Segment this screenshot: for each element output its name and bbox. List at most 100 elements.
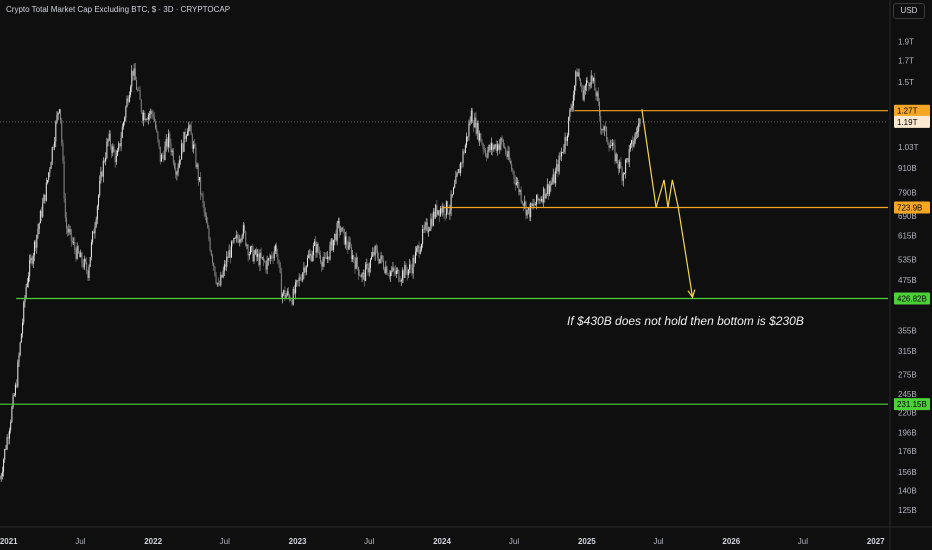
candle-body <box>270 255 272 259</box>
candle-body <box>634 133 636 142</box>
candle-body <box>457 169 459 174</box>
candle-body <box>166 138 168 148</box>
candle-body <box>263 257 265 261</box>
candle-body <box>257 253 259 257</box>
candle-body <box>443 206 445 215</box>
candle-body <box>339 220 341 232</box>
candle-body <box>101 171 103 177</box>
candle-body <box>177 167 179 173</box>
candle-body <box>273 251 275 259</box>
candle-body <box>260 253 262 258</box>
candle-body <box>157 131 159 140</box>
current-price-label: 1.19T <box>897 118 918 127</box>
candle-body <box>485 149 487 157</box>
currency-button[interactable]: USD <box>893 3 925 19</box>
candle-body <box>117 150 119 156</box>
candle-body <box>466 136 468 146</box>
candle-body <box>545 193 547 199</box>
candle-body <box>629 143 631 150</box>
candle-body <box>310 253 312 262</box>
candle-body <box>512 169 514 172</box>
candle-body <box>348 241 350 250</box>
candle-body <box>608 143 610 148</box>
candle-body <box>176 172 178 175</box>
candle-body <box>613 142 615 145</box>
candle-body <box>346 236 348 246</box>
candle-body <box>365 264 367 281</box>
candle-body <box>631 140 633 144</box>
y-tick-label: 535B <box>898 256 917 265</box>
candle-body <box>336 223 338 241</box>
candle-body <box>425 222 427 225</box>
candle-body <box>18 354 20 363</box>
candle-body <box>195 147 197 167</box>
candle-body <box>253 254 255 262</box>
candle-body <box>206 215 208 224</box>
candle-body <box>622 173 624 181</box>
candle-body <box>314 241 316 246</box>
candle-body <box>105 157 107 162</box>
candle-body <box>431 218 433 226</box>
candle-body <box>320 255 322 263</box>
candle-body <box>405 264 407 272</box>
candle-body <box>508 151 510 161</box>
candle-body <box>392 267 394 271</box>
candle-body <box>261 257 263 259</box>
candle-body <box>286 291 288 296</box>
candle-body <box>419 250 421 254</box>
candle-body <box>477 122 479 141</box>
candle-body <box>591 75 593 82</box>
x-tick-label: Jul <box>220 537 230 546</box>
candle-body <box>599 101 601 117</box>
candle-body <box>449 210 451 214</box>
candle-body <box>596 92 598 97</box>
candle-body <box>368 267 370 273</box>
candle-body <box>128 95 130 102</box>
candle-body <box>426 222 428 232</box>
candle-body <box>401 270 403 280</box>
candle-body <box>463 151 465 153</box>
candle-body <box>293 289 295 294</box>
candle-body <box>396 270 398 274</box>
candle-body <box>335 233 337 241</box>
candle-body <box>196 164 198 167</box>
candle-body <box>8 430 10 439</box>
candle-body <box>222 270 224 278</box>
candle-body <box>404 264 406 279</box>
candle-body <box>502 139 504 147</box>
candle-body <box>577 72 579 77</box>
candle-body <box>488 145 490 151</box>
candle-body <box>19 342 21 355</box>
candle-body <box>225 264 227 267</box>
candle-body <box>513 171 515 179</box>
candle-body <box>312 245 314 256</box>
candle-body <box>602 129 604 131</box>
candle-body <box>505 148 507 154</box>
candle-body <box>532 203 534 207</box>
candle-body <box>407 269 409 276</box>
candle-body <box>130 86 132 96</box>
level-price-label: 426.82B <box>897 295 927 304</box>
candle-body <box>618 164 620 169</box>
candle-body <box>93 231 95 234</box>
x-tick-label: Jul <box>509 537 519 546</box>
level-price-label: 231.15B <box>897 400 927 409</box>
candle-body <box>138 89 140 91</box>
candle-body <box>450 194 452 211</box>
candle-body <box>587 80 589 83</box>
candle-body <box>438 210 440 216</box>
candle-body <box>534 204 536 206</box>
current-price-tag <box>894 115 930 128</box>
candle-body <box>190 125 192 136</box>
x-tick-label: 2027 <box>867 537 885 546</box>
candle-body <box>476 122 478 134</box>
candle-body <box>159 146 161 162</box>
candle-body <box>420 244 422 251</box>
candle-body <box>289 295 291 301</box>
candle-body <box>69 229 71 231</box>
candle-body <box>301 279 303 281</box>
candle-body <box>51 147 53 163</box>
candle-body <box>576 71 578 77</box>
candle-body <box>423 229 425 230</box>
